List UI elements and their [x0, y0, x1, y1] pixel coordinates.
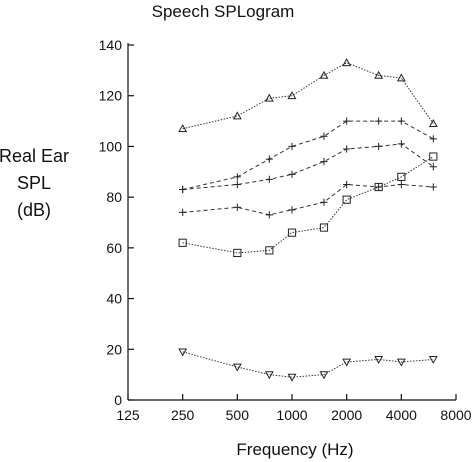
data-point-plus [179, 185, 187, 194]
data-point-triangle-up [232, 111, 242, 120]
data-point-plus [375, 117, 383, 125]
series-1 [178, 58, 438, 133]
data-point-plus [265, 155, 273, 163]
data-point-plus [429, 135, 437, 143]
data-point-plus [233, 180, 241, 189]
y-tick-label: 0 [114, 392, 122, 408]
data-point-square [287, 228, 297, 237]
series-2 [179, 117, 437, 194]
data-point-plus [397, 117, 405, 125]
y-tick-label: 140 [99, 37, 123, 53]
data-point-plus [265, 175, 273, 183]
series-line [182, 183, 434, 216]
x-tick-label: 125 [116, 407, 140, 423]
data-point-triangle-down [319, 371, 329, 380]
data-point-plus [397, 180, 405, 189]
data-point-triangle-up [396, 73, 406, 82]
y-tick-label: 100 [99, 138, 123, 154]
data-point-triangle-up [178, 124, 188, 133]
data-point-square [397, 172, 406, 181]
series-line [182, 120, 434, 190]
y-axis-title-line-1: Real Ear [0, 146, 69, 166]
y-tick-label: 80 [106, 189, 122, 205]
series-line [182, 143, 434, 190]
data-point-triangle-down [342, 358, 352, 367]
data-point-triangle-down [264, 371, 274, 380]
chart-title: Speech SPLogram [152, 2, 295, 21]
data-point-plus [343, 180, 351, 189]
data-point-triangle-down [396, 358, 406, 367]
y-axis-title: Real Ear SPL (dB) [0, 146, 69, 220]
x-tick-label: 8000 [440, 407, 471, 423]
data-point-square [233, 248, 242, 258]
data-point-plus [288, 206, 296, 214]
series-line [182, 62, 434, 130]
data-point-plus [288, 170, 296, 178]
data-point-plus [429, 183, 437, 191]
y-tick-label: 60 [106, 240, 122, 256]
series-6 [178, 348, 438, 382]
series-5 [178, 152, 438, 258]
x-axis-title: Frequency (Hz) [236, 440, 353, 459]
data-point-plus [265, 211, 273, 219]
data-point-plus [343, 145, 351, 153]
x-tick-label: 500 [226, 407, 250, 423]
data-point-square [319, 223, 329, 232]
y-axis-title-line-3: (dB) [17, 200, 51, 220]
y-tick-label: 20 [106, 341, 122, 357]
data-point-triangle-down [287, 373, 297, 382]
data-point-plus [320, 198, 328, 206]
data-point-triangle-down [232, 363, 242, 372]
y-tick-label: 120 [99, 88, 123, 104]
data-point-plus [375, 142, 383, 151]
data-point-plus [429, 163, 437, 171]
data-point-plus [320, 158, 328, 166]
data-point-square [178, 238, 187, 247]
data-point-triangle-up [428, 118, 438, 127]
data-point-triangle-up [264, 93, 274, 102]
data-point-plus [320, 132, 328, 140]
data-point-triangle-up [319, 70, 329, 79]
series-line [182, 156, 434, 254]
series-line [182, 351, 434, 378]
x-tick-label: 250 [171, 407, 195, 423]
data-point-triangle-up [374, 70, 384, 79]
x-tick-label: 2000 [331, 407, 362, 423]
data-point-square [342, 195, 351, 204]
x-tick-label: 4000 [386, 407, 417, 423]
data-point-plus [288, 142, 296, 151]
data-point-plus [179, 208, 187, 216]
data-point-triangle-up [342, 58, 352, 67]
data-point-triangle-up [287, 91, 297, 100]
x-tick-label: 1000 [276, 407, 307, 423]
data-point-square [265, 246, 274, 255]
data-point-triangle-down [178, 348, 188, 357]
data-point-square [374, 182, 383, 192]
plot-series [178, 58, 438, 382]
y-axis-title-line-2: SPL [17, 173, 51, 193]
data-point-triangle-down [428, 356, 438, 365]
data-point-plus [343, 117, 351, 125]
series-3 [179, 140, 437, 194]
data-point-square [429, 152, 438, 161]
data-point-plus [233, 173, 241, 181]
data-point-triangle-down [374, 356, 384, 365]
data-point-plus [397, 140, 405, 148]
axes: 0 20 40 60 80 100 120 140 125 250 500 1000 2000 4000 8… [99, 37, 472, 423]
y-tick-label: 40 [106, 291, 122, 307]
data-point-plus [233, 203, 241, 211]
